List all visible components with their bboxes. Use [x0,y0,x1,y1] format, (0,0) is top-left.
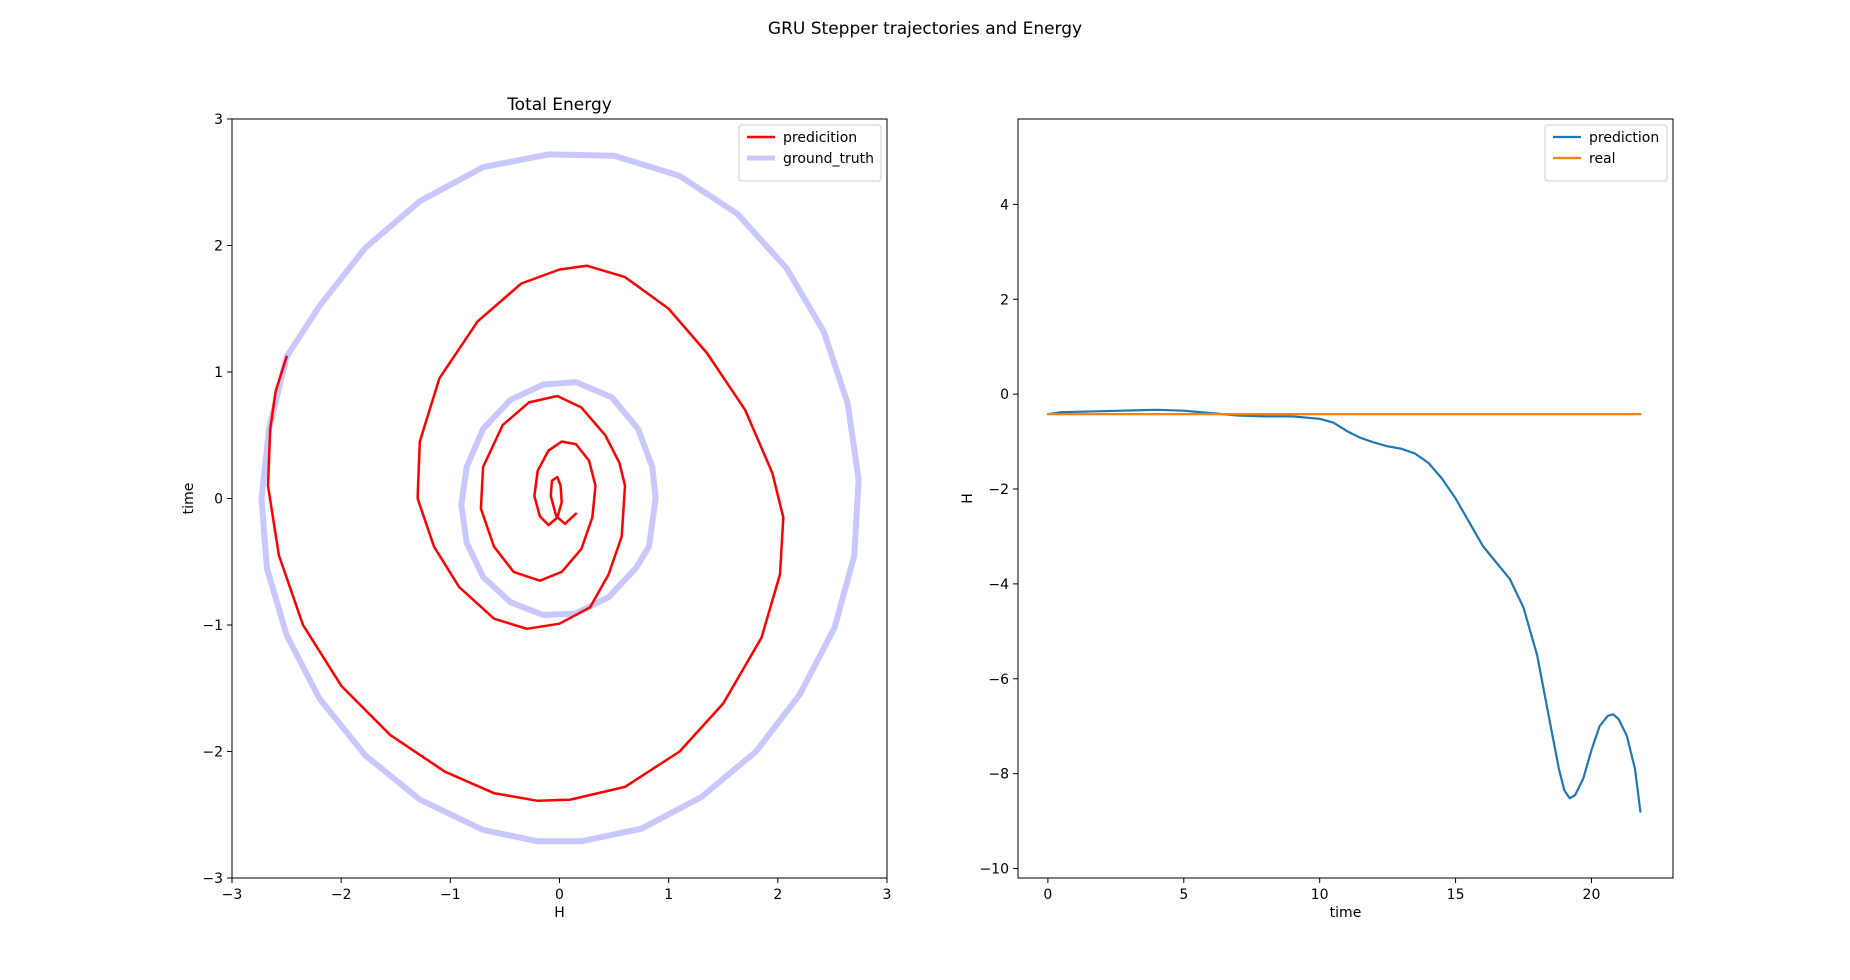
trajectory-y-tick-label-3: 0 [214,492,223,508]
trajectory-series-predicition-line-0 [266,264,785,803]
energy-legend-box [1544,124,1668,182]
trajectory-series-ground-truth-line-1 [258,151,862,845]
trajectory-y-tick-label-0: −3 [202,871,223,887]
trajectory-legend-label-1: ground_truth [783,151,874,167]
energy-x-tick-label-0: 0 [1043,887,1052,903]
trajectory-series [258,151,862,845]
trajectory-x-tick-label-3: 0 [555,887,564,903]
energy-legend-label-1: real [1589,151,1616,167]
energy-x-tick-label-1: 5 [1179,887,1188,903]
energy-y-tick-label-5: 0 [1000,387,1009,403]
energy-legend: prediction real [1544,124,1668,182]
energy-ticks: 0 5 10 15 20 −10 −8 −6 −4 −2 0 2 4 [979,197,1600,903]
trajectory-y-tick-label-6: 3 [214,112,223,128]
trajectory-x-tick-label-1: −2 [331,887,352,903]
energy-plot: 0 5 10 15 20 −10 −8 −6 −4 −2 0 2 4 time H prediction… [960,118,1674,921]
energy-y-tick-label-7: 4 [1000,197,1009,213]
energy-plot-frame [1017,118,1674,879]
energy-y-tick-label-0: −10 [979,862,1009,878]
trajectory-x-tick-label-6: 3 [883,887,892,903]
trajectory-x-tick-label-2: −1 [440,887,461,903]
energy-y-tick-label-1: −8 [988,767,1009,783]
trajectory-x-tick-label-0: −3 [222,887,243,903]
trajectory-y-tick-label-4: 1 [214,365,223,381]
energy-series-prediction-line-0 [1046,408,1642,813]
energy-x-tick-label-2: 10 [1311,887,1329,903]
energy-x-tick-label-4: 20 [1583,887,1601,903]
trajectory-series-ground-truth-line-2 [458,379,659,618]
energy-y-tick-label-3: −4 [988,577,1009,593]
trajectory-y-axis-label: time [181,483,197,515]
energy-y-tick-label-2: −6 [988,672,1009,688]
figure-title: GRU Stepper trajectories and Energy [768,19,1082,39]
trajectory-plot: −3 −2 −1 0 1 2 3 −3 −2 −1 0 1 2 3 Total Energy H time… [181,95,891,921]
energy-y-tick-label-6: 2 [1000,292,1009,308]
energy-x-tick-label-3: 15 [1447,887,1465,903]
trajectory-legend-label-0: predicition [783,130,857,146]
trajectory-plot-title: Total Energy [506,95,612,115]
trajectory-y-tick-label-1: −2 [202,745,223,761]
trajectory-x-tick-label-5: 2 [773,887,782,903]
trajectory-legend: predicition ground_truth [738,124,882,182]
trajectory-x-tick-label-4: 1 [664,887,673,903]
energy-series [1046,408,1642,813]
trajectory-plot-frame [231,118,888,879]
trajectory-y-tick-label-2: −1 [202,618,223,634]
energy-y-tick-label-4: −2 [988,482,1009,498]
trajectory-x-axis-label: H [554,905,565,921]
energy-legend-label-0: prediction [1589,130,1659,146]
trajectory-ticks: −3 −2 −1 0 1 2 3 −3 −2 −1 0 1 2 3 [202,112,891,903]
energy-y-axis-label: H [960,493,976,504]
energy-x-axis-label: time [1330,905,1362,921]
trajectory-legend-box [738,124,882,182]
trajectory-y-tick-label-5: 2 [214,239,223,255]
